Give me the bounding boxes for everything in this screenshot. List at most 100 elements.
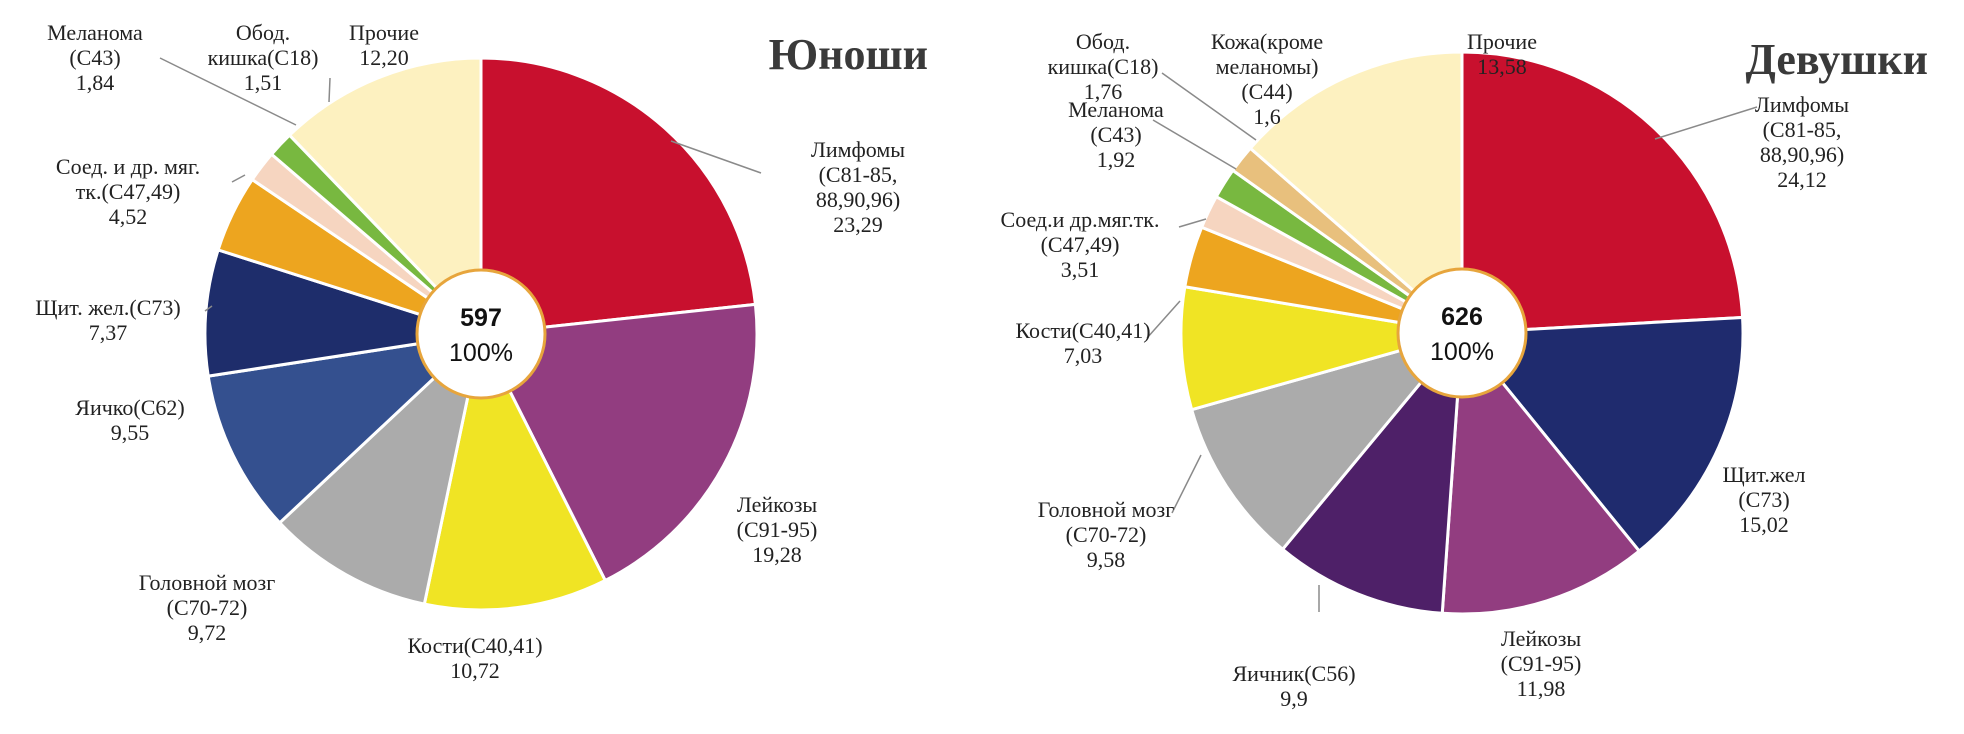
- girls-slice-label-line: (С70-72): [1066, 522, 1147, 547]
- girls-center-circle: [1396, 267, 1528, 399]
- girls-slice-label-line: 88,90,96): [1760, 142, 1844, 167]
- girls-leader-line-8: [1152, 119, 1237, 170]
- boys-slice-value-9: 1,51: [244, 70, 283, 95]
- boys-chart-title: Юноши: [769, 30, 928, 79]
- boys-slice-label-4: Головной мозг (С70-72) 9,72: [139, 570, 276, 645]
- girls-leader-lines: [1146, 72, 1758, 612]
- girls-slice-label-2: Щит.жел (С73) 15,02: [1722, 462, 1805, 537]
- boys-slice-value-3: 10,72: [450, 658, 500, 683]
- girls-leader-line-6: [1146, 300, 1181, 339]
- boys-slice-label-line: Головной мозг: [139, 570, 276, 595]
- girls-leader-line-5: [1171, 454, 1202, 514]
- girls-leader-line-7: [1178, 218, 1207, 228]
- boys-slice-2: [478, 302, 759, 583]
- boys-slice-value-10: 12,20: [359, 45, 409, 70]
- boys-slice-label-10: Прочие 12,20: [349, 20, 419, 70]
- girls-slice-4: [1280, 328, 1464, 615]
- boys-slice-label-1: Лимфомы (С81-85, 88,90,96) 23,29: [811, 137, 905, 237]
- boys-slice-label-7: Соед. и др. мяг. тк.(С47,49) 4,52: [56, 154, 200, 229]
- girls-slice-3: [1440, 329, 1642, 616]
- girls-slice-value-1: 24,12: [1777, 167, 1827, 192]
- boys-slice-label-line: Лейкозы: [737, 492, 818, 517]
- boys-slice-label-line: тк.(С47,49): [76, 179, 181, 204]
- girls-slice-label-3: Лейкозы (С91-95) 11,98: [1501, 626, 1582, 701]
- girls-slice-label-1: Лимфомы (С81-85, 88,90,96) 24,12: [1755, 92, 1849, 192]
- boys-center-percent: 100%: [449, 339, 513, 367]
- girls-leader-line-1: [1654, 106, 1758, 140]
- boys-slice-value-8: 1,84: [76, 70, 115, 95]
- girls-slice-label-line: Меланома: [1068, 97, 1164, 122]
- boys-labels: Лимфомы (С81-85, 88,90,96) 23,29 Лейкозы (С91…: [35, 20, 905, 683]
- girls-slice-11: [1248, 50, 1464, 337]
- girls-slice-label-line: Кости(С40,41): [1015, 318, 1150, 343]
- boys-leader-lines: [159, 57, 762, 312]
- girls-leader-line-9: [1161, 72, 1257, 141]
- girls-slice-label-line: Лейкозы: [1501, 626, 1582, 651]
- girls-slice-5: [1189, 330, 1467, 552]
- boys-slice-value-4: 9,72: [188, 620, 227, 645]
- boys-leader-line-1: [670, 140, 762, 174]
- boys-slice-label-line: (С43): [69, 45, 120, 70]
- boys-slice-label-line: (С91-95): [737, 517, 818, 542]
- boys-slices: [203, 56, 759, 612]
- girls-slice-label-line: Лимфомы: [1755, 92, 1849, 117]
- boys-leader-line-7: [231, 174, 246, 183]
- girls-slice-label-line: Соед.и др.мяг.тк.: [1001, 207, 1160, 232]
- boys-slice-label-line: 88,90,96): [816, 187, 900, 212]
- girls-slice-label-10: Кожа(кроме меланомы) (С44) 1,6: [1211, 29, 1323, 129]
- boys-leader-line-6: [204, 305, 213, 312]
- girls-slice-label-line: (С43): [1090, 122, 1141, 147]
- girls-slices: [1179, 50, 1745, 616]
- girls-center-total: 626: [1441, 303, 1483, 331]
- girls-slice-label-line: (С47,49): [1041, 232, 1120, 257]
- girls-slice-1: [1460, 50, 1745, 335]
- girls-slice-label-line: Щит.жел: [1722, 462, 1805, 487]
- girls-slice-label-line: Яичник(С56): [1232, 661, 1355, 686]
- boys-slice-label-line: Обод.: [236, 20, 290, 45]
- boys-slice-label-9: Обод. кишка(С18) 1,51: [208, 20, 319, 95]
- boys-slice-value-2: 19,28: [752, 542, 802, 567]
- girls-labels: Лимфомы (С81-85, 88,90,96) 24,12 Щит.жел (С73…: [1001, 29, 1850, 711]
- boys-slice-label-6: Щит. жел.(С73) 7,37: [35, 295, 180, 345]
- girls-center-percent: 100%: [1430, 338, 1494, 366]
- girls-slice-2: [1458, 315, 1745, 554]
- girls-slice-label-line: (С73): [1738, 487, 1789, 512]
- girls-slice-6: [1179, 285, 1463, 412]
- girls-slice-label-line: (С91-95): [1501, 651, 1582, 676]
- boys-slice-label-2: Лейкозы (С91-95) 19,28: [737, 492, 818, 567]
- girls-slice-value-9: 1,76: [1084, 79, 1123, 104]
- girls-slice-label-line: (С44): [1241, 79, 1292, 104]
- girls-slice-label-11: Прочие 13,58: [1467, 29, 1537, 79]
- boys-center-total: 597: [460, 304, 502, 332]
- girls-slice-label-line: Кожа(кроме: [1211, 29, 1323, 54]
- girls-slice-value-3: 11,98: [1517, 676, 1566, 701]
- boys-slice-value-1: 23,29: [833, 212, 883, 237]
- boys-slice-label-line: Яичко(С62): [75, 395, 184, 420]
- boys-slice-value-5: 9,55: [111, 420, 150, 445]
- girls-slice-label-7: Соед.и др.мяг.тк. (С47,49) 3,51: [1001, 207, 1160, 282]
- boys-slice-label-line: Кости(С40,41): [407, 633, 542, 658]
- girls-slice-label-line: Прочие: [1467, 29, 1537, 54]
- boys-slice-label-5: Яичко(С62) 9,55: [75, 395, 184, 445]
- boys-slice-6: [203, 247, 482, 378]
- girls-slice-label-line: меланомы): [1216, 54, 1319, 79]
- boys-slice-label-line: Щит. жел.(С73): [35, 295, 180, 320]
- boys-leader-line-9: [328, 77, 331, 103]
- girls-slice-label-line: Головной мозг: [1038, 497, 1175, 522]
- girls-slice-label-4: Яичник(С56) 9,9: [1232, 661, 1355, 711]
- boys-slice-label-3: Кости(С40,41) 10,72: [407, 633, 542, 683]
- girls-slice-label-8: Меланома (С43) 1,92: [1068, 97, 1164, 172]
- girls-slice-label-line: (С81-85,: [1763, 117, 1842, 142]
- girls-pie-chart: Лимфомы (С81-85, 88,90,96) 24,12 Щит.жел (С73…: [1001, 29, 1928, 711]
- girls-slice-label-5: Головной мозг (С70-72) 9,58: [1038, 497, 1175, 572]
- boys-slice-1: [479, 56, 758, 336]
- girls-slice-label-line: кишка(С18): [1048, 54, 1159, 79]
- boys-slice-5: [206, 331, 486, 525]
- boys-slice-4: [277, 329, 484, 606]
- girls-slice-value-2: 15,02: [1739, 512, 1789, 537]
- boys-pie-chart: Лимфомы (С81-85, 88,90,96) 23,29 Лейкозы (С91…: [35, 20, 928, 683]
- girls-slice-value-4: 9,9: [1280, 686, 1308, 711]
- boys-slice-10: [287, 56, 483, 338]
- girls-chart-title: Девушки: [1746, 35, 1928, 84]
